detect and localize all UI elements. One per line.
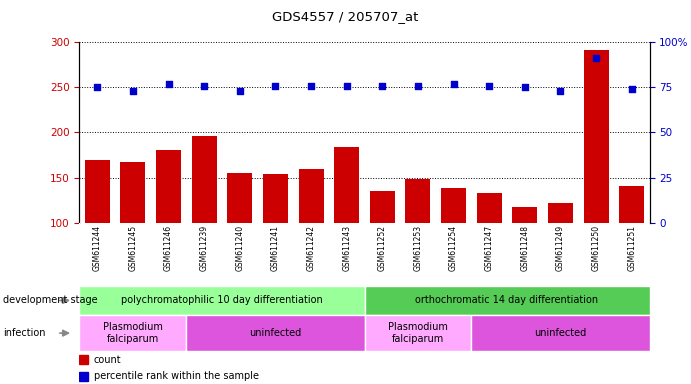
Text: orthochromatic 14 day differentiation: orthochromatic 14 day differentiation (415, 295, 598, 306)
Point (305, 83, 316, 89)
Text: development stage: development stage (3, 295, 98, 306)
Bar (120, 162, 145, 313)
Point (163, 81, 174, 87)
Text: GSM611244: GSM611244 (93, 225, 102, 271)
Bar (364, 315, 471, 351)
Text: GSM611243: GSM611243 (342, 225, 351, 271)
Point (591, 55, 602, 61)
Text: GSM611252: GSM611252 (378, 225, 387, 271)
Bar (584, 50, 609, 313)
Text: GSM611246: GSM611246 (164, 225, 173, 271)
Bar (156, 150, 181, 313)
Text: GSM611248: GSM611248 (520, 225, 529, 271)
Point (341, 83, 352, 89)
Point (377, 83, 388, 89)
Bar (471, 315, 650, 351)
Text: GSM611239: GSM611239 (200, 225, 209, 271)
Text: percentile rank within the sample: percentile rank within the sample (94, 371, 258, 381)
Bar (370, 191, 395, 313)
Bar (299, 169, 323, 313)
Point (520, 84, 531, 91)
Text: GSM611250: GSM611250 (591, 225, 600, 271)
Bar (477, 193, 502, 313)
Bar (441, 189, 466, 313)
Point (234, 88, 245, 94)
Text: GSM611245: GSM611245 (129, 225, 138, 271)
Bar (406, 179, 430, 313)
Text: uninfected: uninfected (249, 328, 301, 338)
Bar (548, 203, 573, 313)
Bar (263, 174, 288, 313)
Point (127, 88, 138, 94)
Text: GSM611242: GSM611242 (307, 225, 316, 271)
Text: GSM611241: GSM611241 (271, 225, 280, 271)
Text: GSM611254: GSM611254 (449, 225, 458, 271)
Text: uninfected: uninfected (534, 328, 587, 338)
Point (484, 83, 495, 89)
Text: GDS4557 / 205707_at: GDS4557 / 205707_at (272, 10, 419, 23)
Point (626, 86, 637, 92)
Bar (191, 136, 217, 313)
Bar (227, 173, 252, 313)
Text: GSM611253: GSM611253 (413, 225, 422, 271)
Text: infection: infection (3, 328, 46, 338)
Bar (79, 355, 88, 364)
Text: polychromatophilic 10 day differentiation: polychromatophilic 10 day differentiatio… (121, 295, 323, 306)
Bar (79, 372, 88, 381)
Point (92, 84, 103, 91)
Text: Plasmodium
falciparum: Plasmodium falciparum (103, 322, 163, 344)
Text: GSM611247: GSM611247 (484, 225, 493, 271)
Text: GSM611240: GSM611240 (236, 225, 245, 271)
Bar (334, 147, 359, 313)
Text: GSM611249: GSM611249 (556, 225, 565, 271)
Point (198, 83, 209, 89)
Text: count: count (94, 355, 122, 365)
Text: Plasmodium
falciparum: Plasmodium falciparum (388, 322, 448, 344)
Bar (85, 161, 110, 313)
Bar (619, 186, 644, 313)
Bar (79, 286, 364, 315)
Point (448, 81, 459, 87)
Point (270, 83, 281, 89)
Point (555, 88, 566, 94)
Point (413, 83, 424, 89)
Bar (187, 315, 364, 351)
Text: GSM611251: GSM611251 (627, 225, 636, 271)
Bar (364, 286, 650, 315)
Bar (79, 315, 187, 351)
Bar (512, 207, 538, 313)
